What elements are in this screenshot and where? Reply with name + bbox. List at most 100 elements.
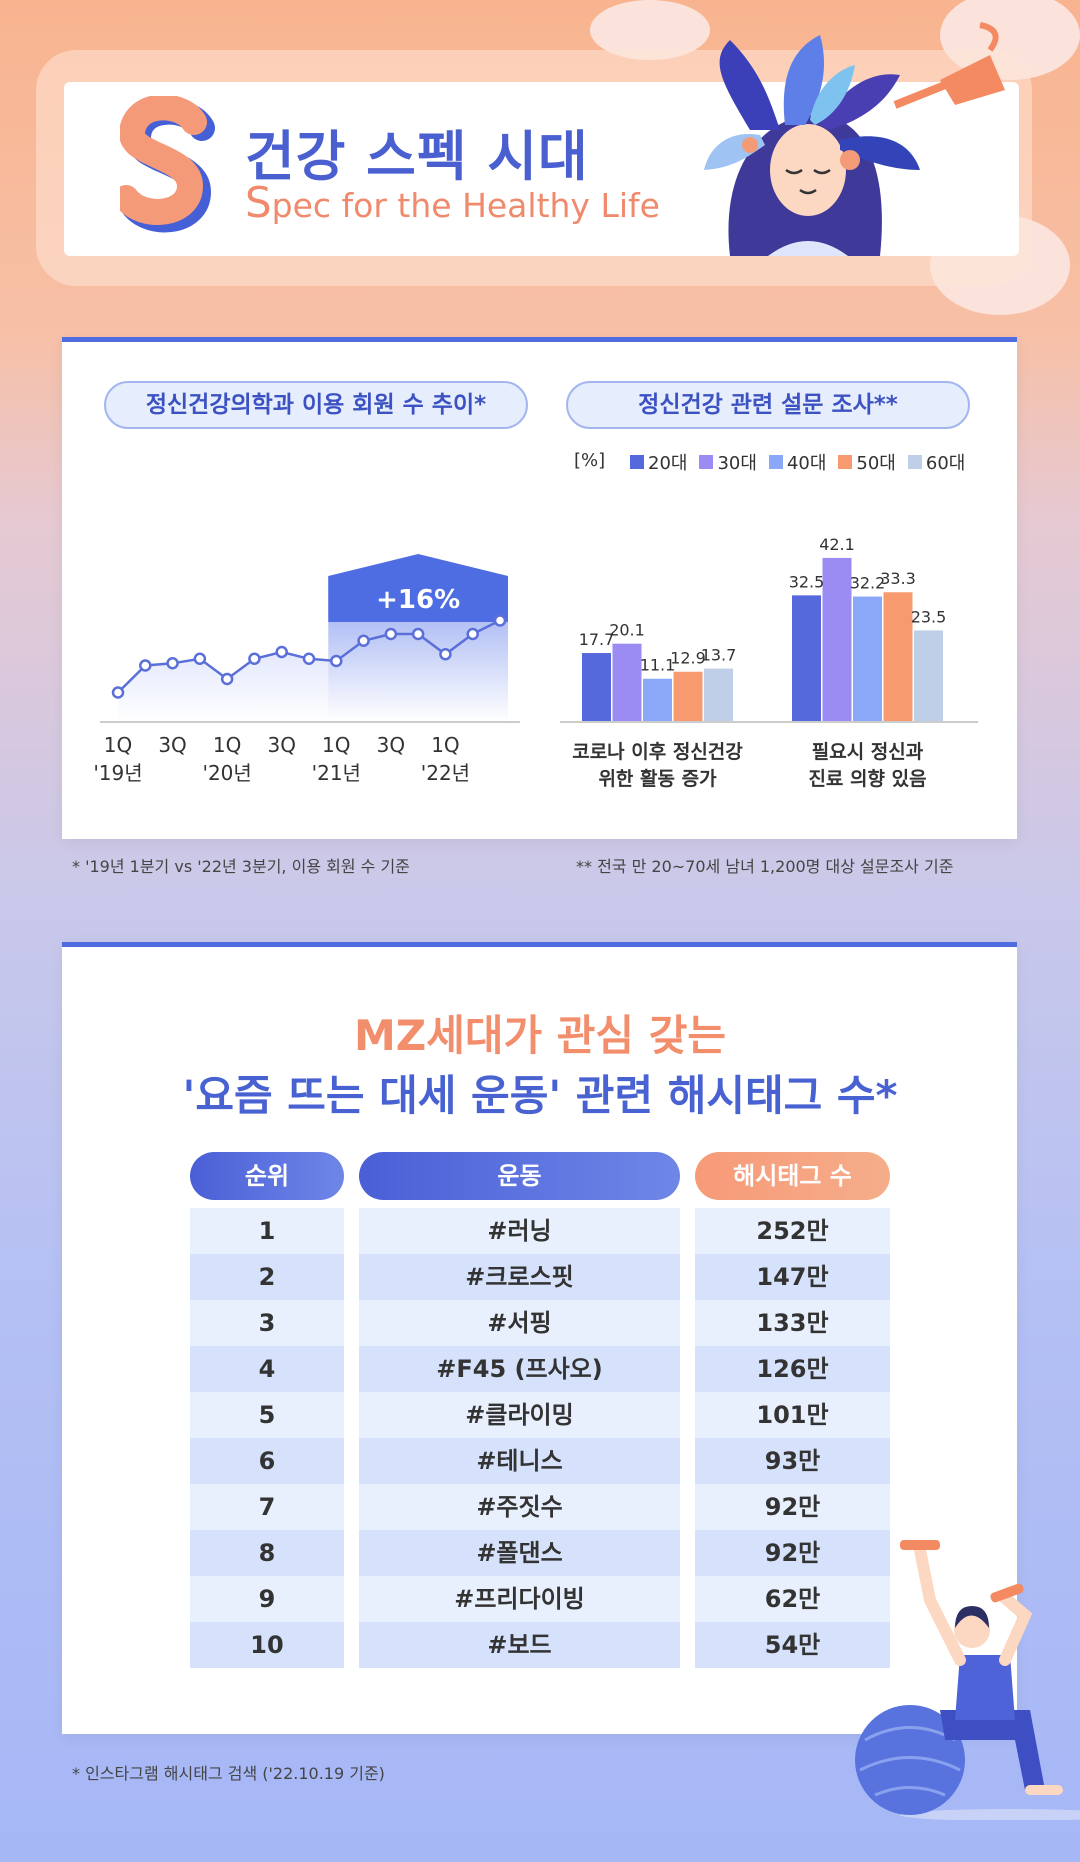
table-header-exercise: 운동 [359,1152,680,1200]
x-tick-label: 1Q [322,733,350,757]
hashtag-count-cell: 92만 [695,1530,890,1576]
exercise-cell: #크로스핏 [359,1254,680,1300]
exercise-cell: #프리다이빙 [359,1576,680,1622]
exercise-ball-woman-illustration [855,1540,1080,1820]
exercise-cell: #러닝 [359,1208,680,1254]
right-footnote: ** 전국 만 20~70세 남녀 1,200명 대상 설문조사 기준 [576,857,954,876]
rank-cell: 9 [190,1576,344,1622]
data-point [275,645,288,659]
logo-s-icon [120,96,215,233]
meditating-woman-illustration [704,22,1005,256]
right-chart-title: 정신건강 관련 설문 조사** [566,381,970,429]
legend-swatch [838,455,853,469]
category-label: 필요시 정신과 [812,741,924,763]
legend-label: 40대 [786,453,827,474]
bar [822,557,852,722]
data-point [466,627,479,641]
x-tick-label: 1Q [431,733,459,757]
exercise-cell: #주짓수 [359,1484,680,1530]
x-tick-year-label: '21년 [312,761,361,785]
bar-value-label: 42.1 [819,535,855,554]
rank-cell: 8 [190,1530,344,1576]
data-point [166,657,179,670]
table-row: 3 #서핑 133만 [190,1300,890,1346]
left-footnote: * '19년 1분기 vs '22년 3분기, 이용 회원 수 기준 [72,857,410,876]
bar [673,671,703,722]
data-point [139,659,152,672]
hashtag-table: 1 #러닝 252만 2 #크로스핏 147만 3 #서핑 133만 4 #F45 (프사오) 126… [190,1208,890,1668]
x-tick-label: 3Q [158,733,186,757]
legend-item: 20대 [630,449,687,475]
legend-item: 40대 [768,449,827,475]
table-row: 6 #테니스 93만 [190,1438,890,1484]
bar-chart: 17.720.1 11.112.913.7 32.5 42.1 32.233.3 23.5… [560,535,978,790]
legend-label: 20대 [648,453,688,474]
legend-label: 60대 [925,453,966,474]
hashtag-count-cell: 101만 [695,1392,890,1438]
data-point [439,648,452,661]
data-point [111,686,125,699]
bar-value-label: 32.2 [850,574,886,593]
rank-cell: 5 [190,1392,344,1438]
exercise-cell: #보드 [359,1622,680,1668]
x-tick-year-label: '22년 [421,761,470,785]
x-tick-label: 1Q [104,733,132,757]
left-chart-title: 정신건강의학과 이용 회원 수 추이* [104,381,528,429]
legend-label: 30대 [717,453,757,474]
hashtag-count-cell: 133만 [695,1300,890,1346]
hashtag-count-cell: 92만 [695,1484,890,1530]
exercise-cell: #테니스 [359,1438,680,1484]
data-point [193,652,207,665]
rank-cell: 4 [190,1346,344,1392]
line-chart: 1Q '19년 3Q 1Q '20년 3Q 1Q '21년 3Q 1Q '22년 +16% [93,554,520,785]
rank-cell: 6 [190,1438,344,1484]
page-subtitle: Spec for the Healthy Life [245,178,660,227]
bar-unit-label: [%] [574,450,606,471]
growth-arrow-body [328,576,508,622]
data-point [248,652,261,665]
exercise-cell: #클라이밍 [359,1392,680,1438]
bar-value-label: 12.9 [670,649,706,668]
bar [853,596,882,722]
table-row: 8 #폴댄스 92만 [190,1530,890,1576]
table-row: 4 #F45 (프사오) 126만 [190,1346,890,1392]
hashtag-count-cell: 147만 [695,1254,890,1300]
legend-swatch [907,455,922,469]
exercise-cell: #F45 (프사오) [359,1346,680,1392]
bar-value-label: 11.1 [640,656,676,675]
bar-legend: 20대 30대 40대 50대 60대 [630,449,965,475]
rank-cell: 1 [190,1208,344,1254]
hashtag-count-cell: 252만 [695,1208,890,1254]
bar [643,678,672,722]
data-point [493,614,507,627]
rank-cell: 2 [190,1254,344,1300]
legend-swatch [768,455,783,469]
x-tick-label: 3Q [377,733,405,757]
bar-value-label: 20.1 [609,621,645,640]
table-row: 9 #프리다이빙 62만 [190,1576,890,1622]
bar [582,653,611,722]
bar-value-label: 23.5 [911,607,947,626]
line-chart-point-layer [111,614,507,699]
line-chart-highlight-layer [328,554,508,722]
data-point [220,672,234,686]
hashtag-count-cell: 93만 [695,1438,890,1484]
table-header-hashtag-count: 해시태그 수 [695,1152,890,1200]
bar-value-label: 13.7 [701,646,737,665]
bar [612,643,642,722]
bar-value-label: 33.3 [880,569,916,588]
x-tick-label: 1Q [213,733,241,757]
rank-cell: 3 [190,1300,344,1346]
table-row: 7 #주짓수 92만 [190,1484,890,1530]
bar [792,595,821,722]
table-footnote: * 인스타그램 해시태그 검색 ('22.10.19 기준) [72,1764,385,1783]
bar [914,630,943,722]
hashtag-count-cell: 54만 [695,1622,890,1668]
data-point [330,654,343,668]
growth-arrow-icon [328,554,508,576]
legend-swatch [630,455,644,469]
bar-chart-bar-layer [582,557,943,722]
bar [883,592,913,722]
table-row: 10 #보드 54만 [190,1622,890,1668]
data-point [384,627,398,641]
